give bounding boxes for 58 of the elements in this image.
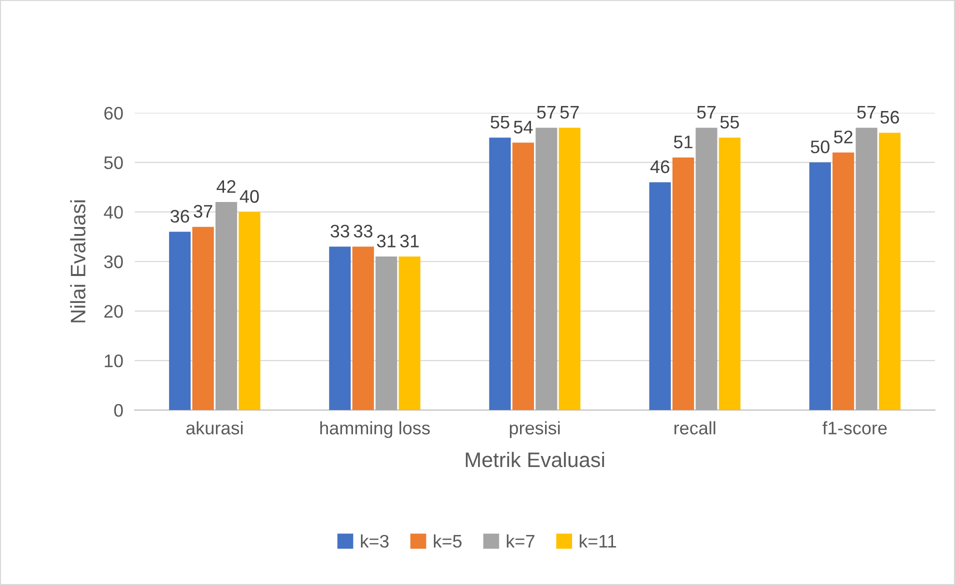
data-label: 40 (240, 190, 259, 203)
legend-label: k=3 (360, 534, 389, 548)
y-tick-label: 20 (104, 304, 123, 318)
data-label: 52 (834, 130, 852, 144)
bar (718, 138, 740, 410)
legend-label: k=11 (580, 534, 616, 548)
data-label: 46 (650, 160, 670, 174)
data-label: 50 (810, 140, 830, 154)
data-label: 57 (697, 106, 716, 119)
bar (192, 226, 214, 410)
legend-label: k=5 (434, 534, 462, 548)
data-label: 31 (376, 234, 396, 248)
data-label: 37 (194, 204, 212, 218)
data-label: 55 (490, 116, 510, 129)
data-label: 33 (354, 224, 372, 238)
data-label: 55 (720, 116, 739, 129)
bar (215, 202, 238, 410)
data-label: 56 (880, 110, 899, 124)
bar (878, 132, 901, 410)
bar (489, 138, 511, 410)
bar (329, 246, 351, 410)
x-tick-label: f1-score (822, 421, 887, 434)
x-axis-title: Metrik Evaluasi (466, 452, 604, 468)
bar (856, 128, 878, 410)
data-label: 54 (514, 120, 533, 134)
data-label: 51 (674, 136, 692, 148)
bar (809, 162, 831, 410)
y-axis-title: Nilai Evaluasi (70, 200, 86, 322)
x-tick-label: hamming loss (320, 421, 430, 438)
data-label: 42 (216, 180, 236, 193)
data-label: 57 (560, 106, 579, 119)
bar (832, 152, 854, 410)
bar (672, 157, 694, 410)
y-tick-label: 30 (104, 255, 123, 268)
bar (169, 232, 191, 410)
x-tick-label: presisi (510, 421, 560, 438)
y-tick-label: 60 (104, 106, 123, 120)
data-label: 57 (537, 106, 556, 119)
y-tick-label: 50 (104, 156, 123, 170)
legend-label: k=7 (506, 534, 534, 548)
y-tick-label: 10 (104, 354, 123, 368)
bar (398, 256, 420, 410)
y-tick-label: 40 (104, 206, 123, 219)
x-tick-label: recall (674, 421, 716, 434)
bar (512, 142, 534, 410)
bar (238, 212, 260, 410)
bar (696, 128, 718, 410)
bar (536, 128, 558, 410)
bar (376, 256, 398, 410)
bar (649, 182, 671, 410)
data-label: 33 (330, 224, 350, 238)
bar (558, 128, 580, 410)
data-label: 31 (400, 234, 419, 248)
bar (352, 246, 374, 410)
x-tick-label: akurasi (186, 421, 243, 434)
data-label: 36 (170, 210, 190, 223)
data-label: 57 (857, 106, 876, 119)
y-tick-label: 0 (114, 404, 123, 417)
